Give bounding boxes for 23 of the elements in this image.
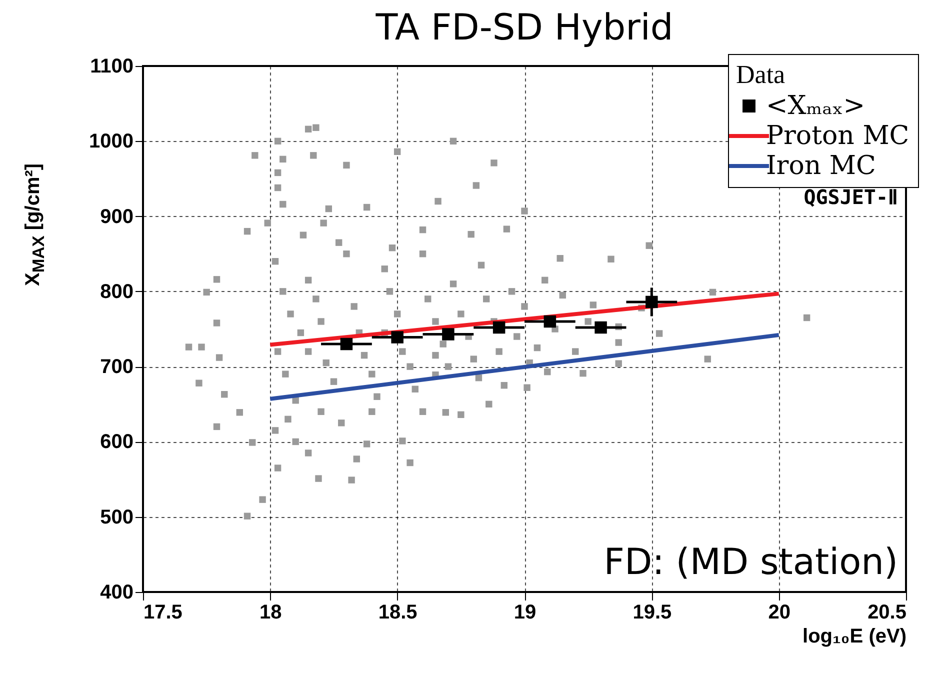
annotation: QGSJET-Ⅱ xyxy=(804,185,898,209)
y-tick-label: 1100 xyxy=(90,56,134,78)
x-tick-label: 18 xyxy=(260,602,282,624)
x-tick-label: 19.5 xyxy=(632,602,672,624)
legend-label: Iron MC xyxy=(766,151,876,181)
y-tick-label: 800 xyxy=(100,280,134,303)
annotation: FD: (MD station) xyxy=(604,542,898,583)
y-tick-label: 500 xyxy=(100,506,134,528)
x-axis-title: log₁₀E (eV) xyxy=(802,626,906,648)
y-tick-label: 600 xyxy=(100,431,134,454)
x-tick-label: 17.5 xyxy=(144,602,182,624)
chart-title: TA FD-SD Hybrid xyxy=(374,8,674,48)
x-tick-label: 20 xyxy=(768,602,790,624)
x-tick-label: 18.5 xyxy=(378,602,418,624)
y-tick-label: 1000 xyxy=(89,130,134,153)
legend-title: Data xyxy=(736,60,786,89)
legend-label: <Xₘₐₓ> xyxy=(766,91,866,121)
y-tick-label: 900 xyxy=(100,206,134,228)
x-tick-label: 19 xyxy=(514,602,536,624)
y-tick-label: 400 xyxy=(100,582,134,604)
x-tick-label: 20.5 xyxy=(868,602,906,624)
legend-label: Proton MC xyxy=(766,121,910,151)
y-tick-label: 700 xyxy=(100,356,134,378)
